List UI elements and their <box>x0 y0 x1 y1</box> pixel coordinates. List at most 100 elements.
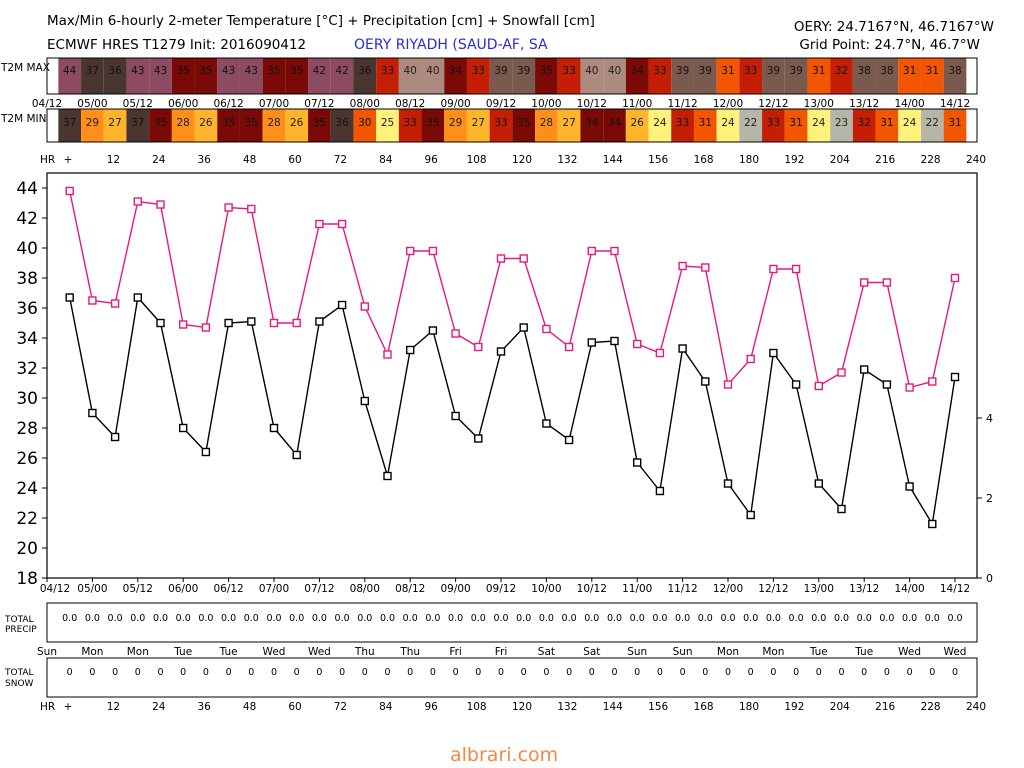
temperature-cell <box>671 58 694 94</box>
temperature-cell <box>648 58 672 94</box>
temperature-cell <box>217 58 240 94</box>
temperature-cell-value: 31 <box>880 117 893 129</box>
temperature-cell-value: 35 <box>517 117 530 129</box>
series-marker <box>837 504 846 514</box>
x-date-tick-label: 08/00 <box>350 583 380 595</box>
temperature-cell <box>171 109 195 142</box>
x-date-tick-label: 05/12 <box>123 583 153 595</box>
hour-tick-label: 216 <box>875 701 895 713</box>
series-marker <box>201 323 211 332</box>
temperature-cell-value: 39 <box>517 65 530 77</box>
hour-tick-label: 48 <box>243 154 256 166</box>
date-tick-label: 06/12 <box>213 98 243 110</box>
series-marker <box>723 380 733 389</box>
hour-tick-label: 144 <box>603 701 623 713</box>
series-marker <box>110 299 120 308</box>
series-marker <box>542 419 551 428</box>
temperature-cell <box>716 109 740 142</box>
temperature-cell <box>58 109 82 142</box>
hour-tick-label: 96 <box>425 154 439 166</box>
series-marker <box>519 323 528 332</box>
snow-value: 0 <box>907 667 913 678</box>
x-date-tick-label: 08/12 <box>395 583 425 595</box>
precip-label-line2: PRECIP <box>5 625 37 635</box>
temperature-cell-value: 31 <box>812 65 825 77</box>
temperature-cell-value: 39 <box>767 65 780 77</box>
station-name: OERY RIYADH (SAUD-AF, SA <box>354 37 548 53</box>
series-marker <box>791 264 801 274</box>
hour-tick-label: 216 <box>875 154 895 166</box>
x-date-tick-label: 06/12 <box>213 583 243 595</box>
snow-value: 0 <box>748 667 754 678</box>
y-right-tick-label: 4 <box>986 412 993 425</box>
x-date-tick-label: 06/00 <box>168 583 198 595</box>
temperature-cell <box>716 58 740 94</box>
temperature-cell <box>852 58 876 94</box>
snow-value: 0 <box>89 667 95 678</box>
temperature-cell-value: 39 <box>494 65 507 77</box>
precip-value: 0.0 <box>720 613 735 624</box>
series-marker <box>655 348 665 358</box>
day-label: Wed <box>944 646 967 658</box>
temperature-cell <box>807 58 831 94</box>
snow-value: 0 <box>498 667 504 678</box>
series-marker <box>201 447 211 457</box>
temperature-cell-value: 35 <box>177 65 190 77</box>
series-marker <box>814 381 823 391</box>
temperature-cell-value: 24 <box>903 117 917 129</box>
temperature-cell-value: 33 <box>381 65 394 77</box>
date-tick-label: 14/12 <box>940 98 970 110</box>
precip-value: 0.0 <box>857 613 872 624</box>
series-marker <box>65 293 74 302</box>
series-marker <box>723 479 733 488</box>
temperature-cell <box>784 58 808 94</box>
temperature-cell-value: 34 <box>449 65 463 77</box>
x-date-tick-label: 13/00 <box>804 583 834 595</box>
y-left-tick-label: 28 <box>16 419 38 439</box>
day-label: Tue <box>809 646 828 658</box>
temperature-cell-value: 42 <box>335 65 348 77</box>
precip-value: 0.0 <box>539 613 554 624</box>
precip-value: 0.0 <box>448 613 463 624</box>
temperature-cell <box>239 58 263 94</box>
snow-value: 0 <box>203 667 209 678</box>
precip-value: 0.0 <box>357 613 372 624</box>
hour-tick-label: 204 <box>830 154 850 166</box>
y-left-tick-label: 26 <box>16 449 38 469</box>
temperature-cell <box>103 58 127 94</box>
series-marker <box>451 329 460 338</box>
snow-label-line2: SNOW <box>5 679 34 689</box>
hour-tick-label: 192 <box>784 701 804 713</box>
hour-tick-label: 132 <box>557 701 577 713</box>
temperature-cell-value: 30 <box>358 117 371 129</box>
date-tick-label: 05/12 <box>123 98 153 110</box>
temperature-cell <box>920 58 944 94</box>
series-marker <box>292 318 301 328</box>
temperature-cell <box>421 58 445 94</box>
precip-value: 0.0 <box>403 613 418 624</box>
precip-value: 0.0 <box>425 613 440 624</box>
series-marker <box>610 336 619 346</box>
series-marker <box>269 318 279 328</box>
snow-value: 0 <box>112 667 118 678</box>
table-row-label: T2M MIN <box>0 113 47 125</box>
series-marker <box>587 338 596 347</box>
watermark: albrari.com <box>450 744 559 766</box>
temperature-cell-value: 37 <box>131 117 144 129</box>
series-marker <box>156 200 165 209</box>
series-marker <box>315 219 324 229</box>
day-label: Mon <box>127 646 149 658</box>
temperature-cell <box>603 109 626 142</box>
hour-tick-label: 60 <box>288 701 301 713</box>
series-marker <box>746 354 755 364</box>
precip-value: 0.0 <box>516 613 531 624</box>
date-tick-label: 08/12 <box>395 98 425 110</box>
precip-value: 0.0 <box>198 613 213 624</box>
snow-frame <box>46 657 978 698</box>
series-marker <box>769 264 778 274</box>
temperature-cell <box>285 109 309 142</box>
precip-value: 0.0 <box>789 613 804 624</box>
series-marker <box>474 342 483 352</box>
hour-tick-label: 168 <box>694 154 714 166</box>
